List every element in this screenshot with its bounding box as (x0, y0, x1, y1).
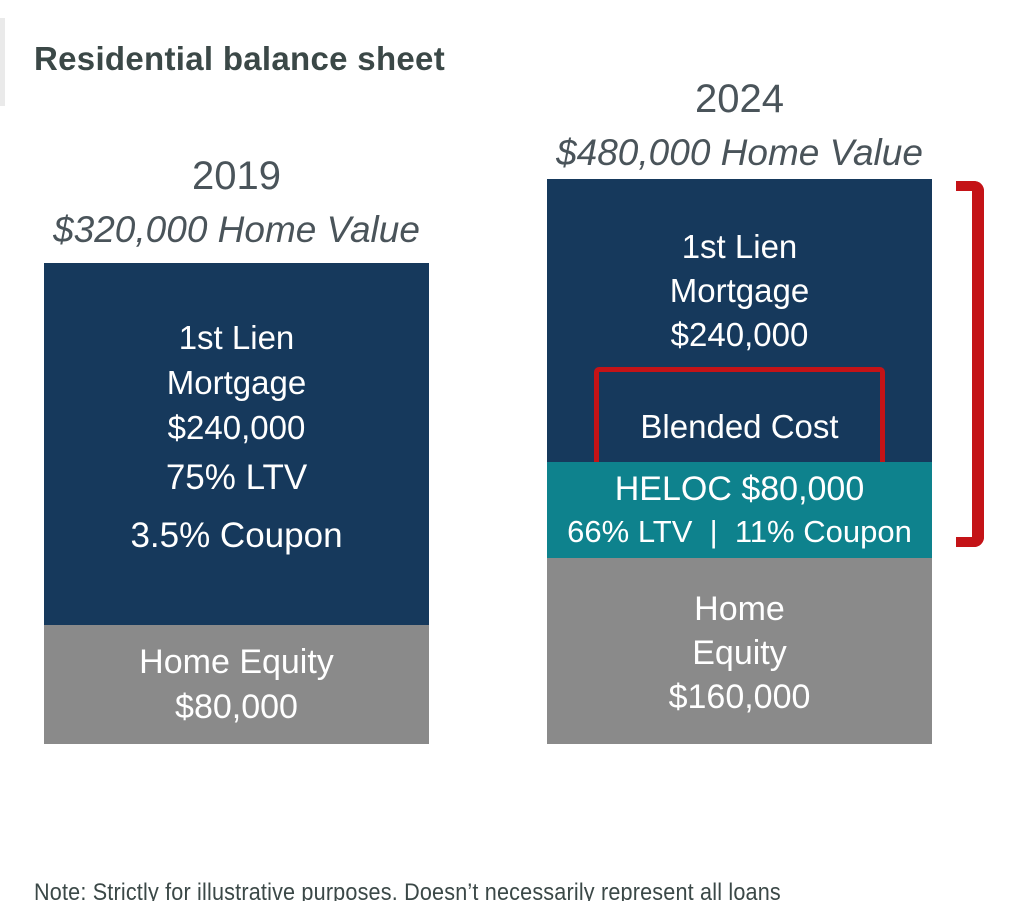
column-header-2024: 2024 $480,000 Home Value (547, 76, 932, 174)
page-title: Residential balance sheet (34, 40, 445, 77)
segment-text-line: 66% LTV | 11% Coupon (567, 514, 912, 549)
segment-text-line: $240,000 (167, 409, 306, 446)
stacked-bar-2024: 1st Lien Mortgage $240,000 Blended Cost … (547, 179, 932, 744)
segment-2019-first-lien-mortgage: 1st Lien Mortgage $240,000 75% LTV 3.5% … (44, 263, 429, 625)
segment-text-line: 1st Lien (681, 228, 798, 265)
segment-text-line: Home Equity (139, 642, 334, 681)
segment-text-line: Home (694, 590, 785, 628)
segment-2019-home-equity: Home Equity $80,000 (44, 625, 429, 744)
home-value-label-2019: $320,000 Home Value (53, 209, 420, 250)
segment-2024-home-equity: Home Equity $160,000 (547, 558, 932, 744)
column-header-2019: 2019 $320,000 Home Value (44, 153, 429, 251)
segment-text-line: $160,000 (668, 678, 811, 716)
highlight-bracket (956, 181, 984, 547)
segment-text-line: HELOC $80,000 (614, 470, 865, 508)
segment-text-line: Equity (692, 634, 787, 672)
segment-2024-first-lien-mortgage: 1st Lien Mortgage $240,000 Blended Cost … (547, 179, 932, 559)
footnote-line: Note: Strictly for illustrative purposes… (34, 879, 781, 901)
segment-text-line: Mortgage (669, 272, 810, 309)
callout-text-line: Blended Cost (640, 408, 839, 445)
segment-text-line: Mortgage (166, 364, 307, 401)
segment-text-line: 3.5% Coupon (130, 516, 343, 555)
segment-2024-heloc: HELOC $80,000 66% LTV | 11% Coupon (547, 462, 932, 558)
year-label-2024: 2024 (695, 77, 784, 121)
stacked-bar-2019: 1st Lien Mortgage $240,000 75% LTV 3.5% … (44, 263, 429, 744)
segment-text-line: $80,000 (175, 687, 298, 726)
segment-text-line: 1st Lien (178, 319, 295, 356)
segment-text-line: 75% LTV (165, 458, 308, 497)
footnote: Note: Strictly for illustrative purposes… (34, 808, 781, 901)
home-value-label-2024: $480,000 Home Value (556, 132, 923, 173)
year-label-2019: 2019 (192, 154, 281, 198)
segment-text-line: $240,000 (670, 316, 809, 353)
page-edge-strip (0, 18, 5, 106)
